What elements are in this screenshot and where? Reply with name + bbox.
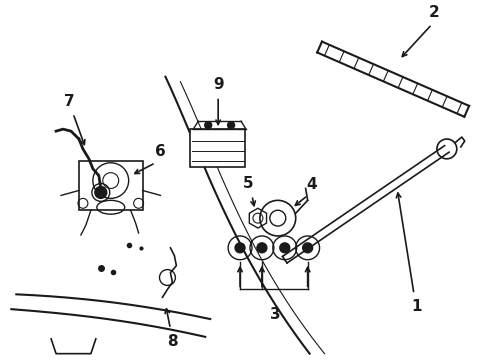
Text: 6: 6	[155, 144, 166, 159]
Circle shape	[95, 186, 107, 198]
Bar	[190, 129, 245, 167]
Circle shape	[227, 122, 235, 129]
Text: 1: 1	[412, 299, 422, 314]
Text: 5: 5	[243, 176, 253, 192]
Text: 2: 2	[429, 5, 440, 20]
Text: 4: 4	[306, 177, 317, 193]
Circle shape	[303, 243, 313, 253]
Text: 3: 3	[270, 307, 280, 322]
Circle shape	[257, 243, 267, 253]
Text: 8: 8	[167, 334, 178, 349]
Circle shape	[280, 243, 290, 253]
Circle shape	[235, 243, 245, 253]
Circle shape	[205, 122, 212, 129]
Text: 9: 9	[213, 77, 223, 91]
Text: 7: 7	[64, 94, 74, 109]
Bar	[79, 161, 143, 210]
